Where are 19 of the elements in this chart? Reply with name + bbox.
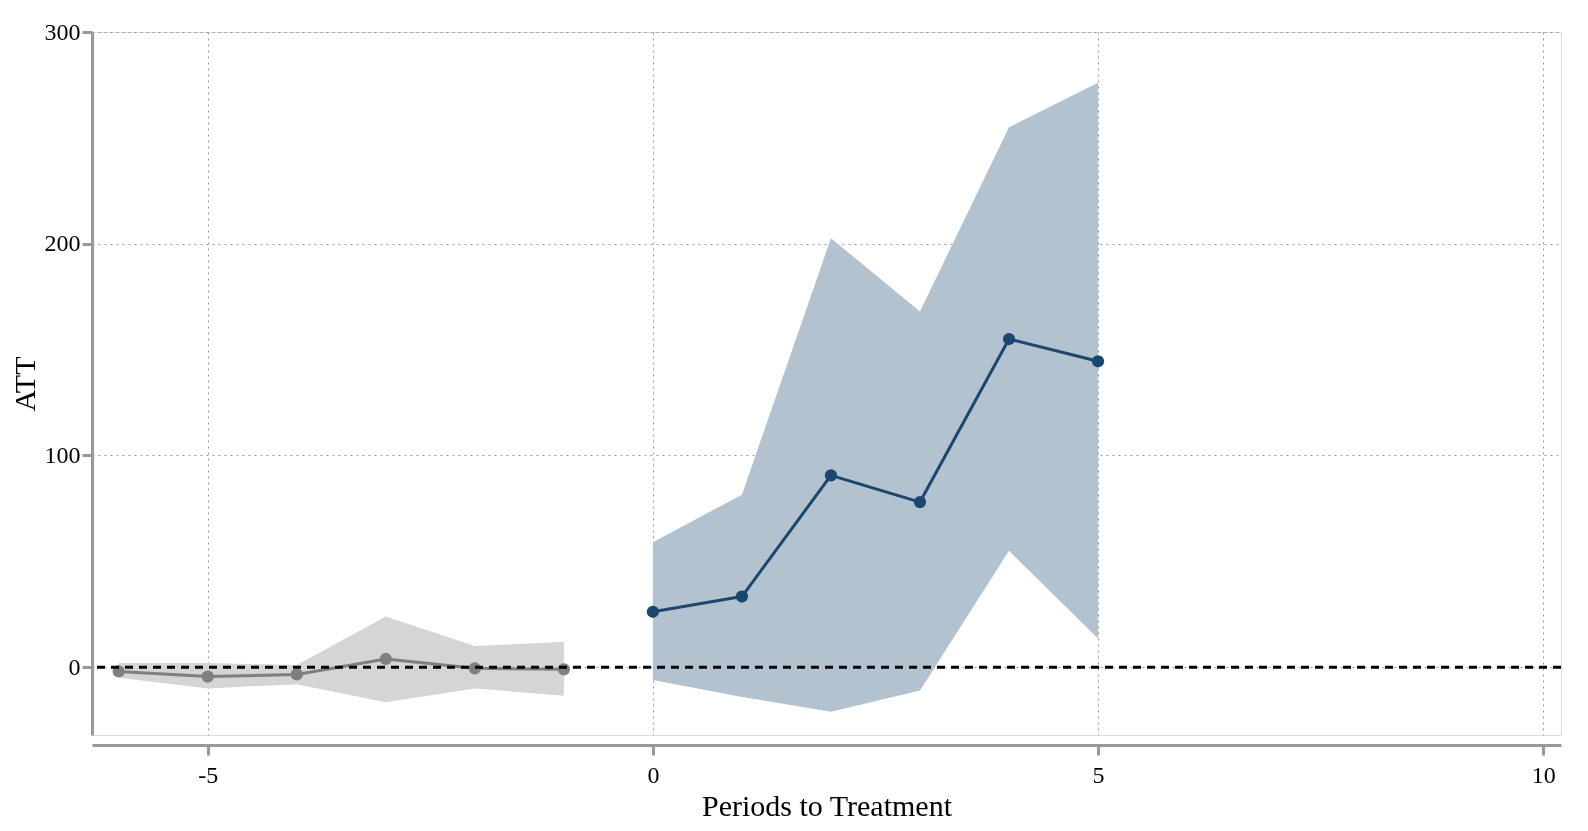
point (290, 668, 303, 681)
x-tick-label: 5 (1092, 761, 1105, 788)
x-tick-label: -5 (198, 761, 219, 788)
point (1091, 355, 1105, 368)
point (913, 495, 927, 509)
y-axis-title: ATT (7, 356, 41, 412)
y-tick-label: 0 (68, 653, 81, 680)
point (1002, 332, 1016, 346)
y-tick-label: 100 (44, 441, 81, 468)
y-tick-label: 200 (44, 230, 81, 257)
x-axis-title: Periods to Treatment (701, 788, 953, 822)
point (735, 590, 749, 603)
x-tick-label: 10 (1531, 761, 1556, 788)
point (379, 652, 392, 666)
point (824, 469, 838, 482)
y-tick-label: 300 (44, 18, 81, 45)
x-tick-label: 0 (647, 761, 660, 788)
point (201, 670, 214, 683)
point (646, 605, 660, 618)
